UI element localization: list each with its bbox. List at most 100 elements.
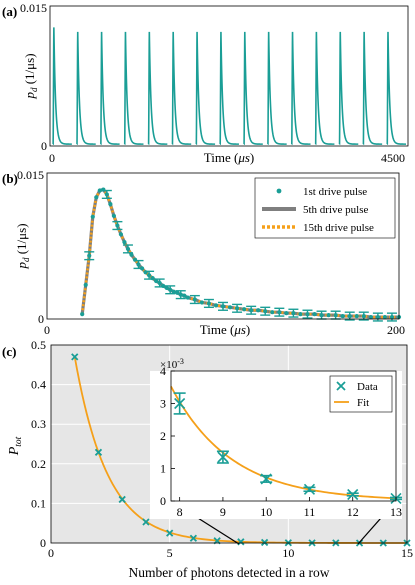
data-point-1st-pulse-37 (227, 305, 233, 310)
pulse-line-3 (100, 31, 120, 145)
pulse-line-15 (386, 31, 407, 145)
panel-a-xtick-start: 0 (49, 151, 55, 165)
inset-xtick-label: 9 (220, 505, 226, 519)
data-point-1st-pulse-59 (382, 314, 388, 320)
data-point-1st-pulse-36 (220, 304, 226, 309)
inset-xtick-label: 10 (260, 505, 272, 519)
panel-c: (c) 00.10.20.30.40.50 5 10 15 Number of pho… (2, 338, 413, 580)
panel-c-xtick-label: 5 (167, 546, 173, 560)
pulse-line-6 (171, 31, 192, 145)
data-point-1st-pulse-29 (178, 292, 183, 297)
data-point-1st-pulse-24 (161, 283, 166, 289)
marker-stroke (71, 353, 79, 361)
data-point-1st-pulse-47 (298, 312, 303, 317)
marker-stroke (142, 518, 150, 526)
data-point-1st-pulse-56 (361, 313, 366, 319)
data-point-1st-pulse-42 (263, 309, 268, 314)
panel-c-ytick-label: 0.5 (31, 338, 46, 352)
panel-c-ytick-label: 0.3 (31, 417, 46, 431)
panel-c-ytick-label: 0 (40, 536, 46, 550)
data-point-1st-pulse-44 (277, 310, 282, 315)
panel-a-ylabel: pd (1/μs) (22, 53, 39, 99)
pulse-line-8 (219, 31, 239, 145)
inset-point-11 (303, 483, 316, 495)
data-point-1st-pulse-11 (115, 223, 120, 228)
panel-b-xlabel: Time (μs) (200, 322, 251, 337)
data-point-1st-pulse-28 (175, 290, 180, 295)
panel-b-plot-area (80, 187, 402, 322)
data-point-1st-pulse-1 (80, 312, 85, 317)
data-point-1st-pulse-21 (150, 276, 155, 281)
panel-c-xtick-label: 10 (282, 546, 294, 560)
data-marker-6 (189, 534, 198, 542)
data-point-1st-pulse-45 (284, 311, 289, 316)
panel-b-ytick-zero: 0 (38, 312, 44, 326)
inset-ytick-label: 1 (160, 462, 166, 476)
legend-label-15th-pulse: 15th drive pulse (303, 222, 374, 234)
inset-marker-stroke (260, 473, 272, 485)
data-point-1st-pulse-22 (154, 278, 159, 284)
data-marker-2 (94, 448, 103, 456)
inset-xtick-label: 13 (390, 505, 402, 519)
panel-b-xtick-start: 0 (44, 323, 50, 337)
pulse-line-9 (243, 31, 263, 145)
data-point-1st-pulse-2 (83, 282, 88, 288)
panel-b: (b) 0.015 0 0 200 Time (μs) pd (1/μs) 1s… (2, 168, 405, 337)
data-point-1st-pulse-51 (326, 313, 331, 318)
inset-ytick-label: 0 (160, 494, 166, 508)
panel-c-xtick-label: 0 (48, 546, 54, 560)
panel-c-label: (c) (2, 344, 16, 359)
data-point-1st-pulse-54 (347, 313, 352, 319)
data-point-1st-pulse-25 (164, 285, 169, 290)
marker-stroke (94, 448, 103, 456)
data-point-1st-pulse-31 (185, 295, 190, 300)
data-point-1st-pulse-30 (182, 293, 187, 298)
panel-a: (a) 0.015 0 0 4500 Time (μs) pd (1/μs) (2, 1, 409, 165)
inset-y-multiplier: ×10-3 (160, 357, 184, 371)
panel-a-xtick-end: 4500 (381, 151, 405, 165)
data-point-1st-pulse-23 (157, 280, 162, 286)
legend-marker-data (336, 381, 346, 391)
data-point-1st-pulse-46 (291, 311, 296, 316)
pulse-line-14 (362, 31, 383, 145)
data-point-1st-pulse-34 (206, 301, 212, 306)
inset-ytick-label: 3 (160, 397, 166, 411)
pulse-line-12 (314, 31, 335, 145)
panel-a-frame (49, 5, 409, 147)
data-point-1st-pulse-39 (242, 307, 247, 312)
data-point-1st-pulse-18 (139, 266, 145, 271)
inset-point-12 (346, 488, 359, 501)
pulse-line-4 (123, 31, 144, 145)
pulse-line-1 (52, 27, 72, 145)
data-point-1st-pulse-17 (136, 262, 141, 267)
data-point-1st-pulse-13 (122, 240, 127, 245)
data-marker-1 (71, 353, 79, 361)
inset-ytick-label: 2 (160, 429, 166, 443)
data-point-1st-pulse-16 (132, 257, 138, 262)
panel-b-ytick-top: 0.015 (17, 168, 44, 182)
inset-xtick-label: 11 (304, 505, 316, 519)
panel-c-xlabel: Number of photons detected in a row (129, 565, 330, 580)
inset-point-8 (173, 392, 186, 415)
data-point-1st-pulse-26 (168, 287, 173, 292)
marker-stroke (166, 529, 174, 537)
panel-c-ytick-label: 0.1 (31, 496, 46, 510)
inset-xtick-label: 12 (347, 505, 359, 519)
inset-marker-stroke (303, 483, 316, 495)
data-marker-3 (118, 495, 126, 504)
data-point-1st-pulse-57 (368, 314, 373, 320)
panel-b-label: (b) (2, 171, 18, 186)
data-point-1st-pulse-52 (333, 313, 338, 318)
panel-a-plot-area (52, 27, 407, 145)
data-point-1st-pulse-27 (171, 289, 176, 294)
data-point-1st-pulse-5 (94, 195, 99, 200)
data-point-1st-pulse-35 (213, 303, 219, 308)
legend-label-data: Data (357, 381, 378, 393)
pulse-line-7 (195, 31, 216, 145)
data-point-1st-pulse-19 (143, 270, 148, 275)
data-point-1st-pulse-20 (146, 273, 152, 278)
panel-c-ytick-label: 0.2 (31, 457, 46, 471)
pulse-line-2 (76, 31, 96, 145)
inset-ytick-label: 4 (160, 364, 166, 378)
